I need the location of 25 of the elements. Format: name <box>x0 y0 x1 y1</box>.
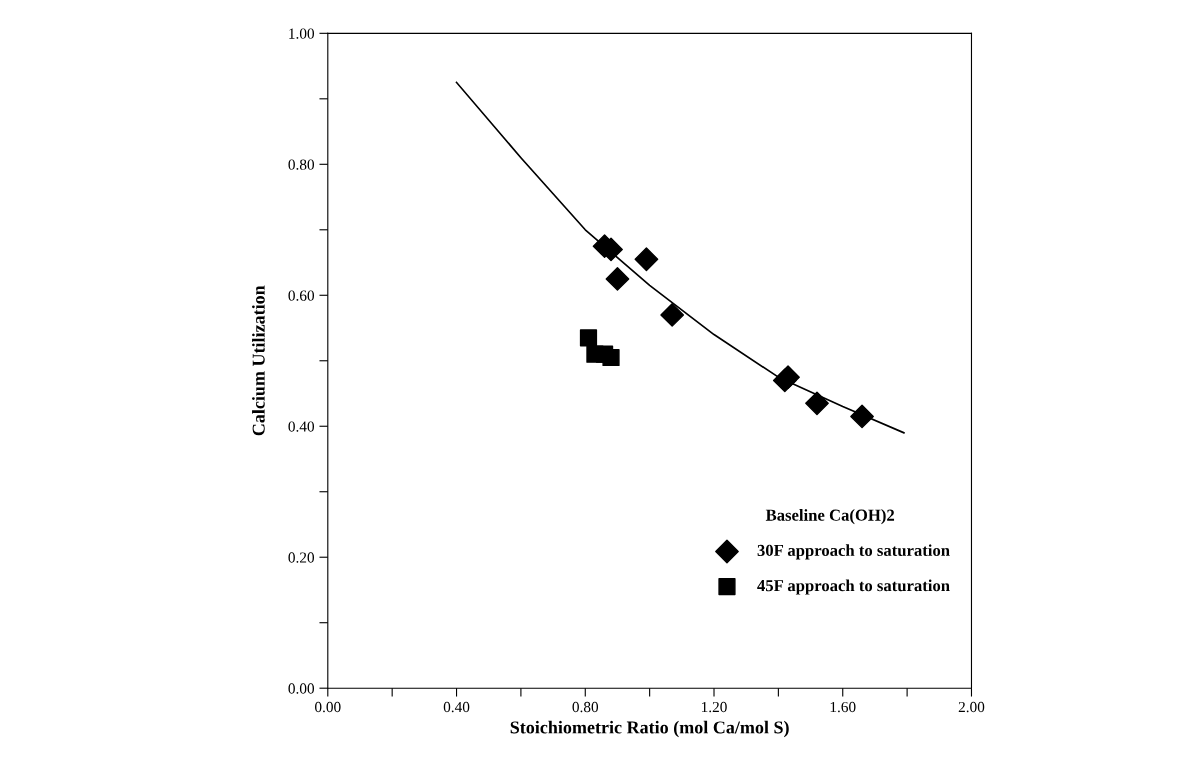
x-axis-title: Stoichiometric Ratio (mol Ca/mol S) <box>510 720 789 738</box>
y-tick-label: 0.00 <box>288 683 315 694</box>
x-tick-label: 0.40 <box>443 701 470 713</box>
y-tick-label: 0.60 <box>288 290 315 301</box>
x-tick-label: 2.00 <box>958 701 985 713</box>
x-tick-label: 1.20 <box>701 701 727 713</box>
legend-label: 30F approach to saturation <box>757 544 950 560</box>
point <box>602 348 620 367</box>
y-axis-title: Calcium Utilization <box>252 285 265 436</box>
y-tick-label: 0.20 <box>288 552 315 563</box>
x-tick-label: 0.80 <box>572 701 599 713</box>
point <box>634 247 659 272</box>
point <box>850 404 874 429</box>
y-tick-label: 1.00 <box>289 28 315 39</box>
x-tick-label: 0.00 <box>315 701 341 713</box>
x-tick-label: 1.60 <box>830 701 856 713</box>
point <box>605 267 630 291</box>
legend-title: Baseline Ca(OH)2 <box>765 509 895 525</box>
y-tick-label: 0.40 <box>288 421 315 432</box>
legend-label: 45F approach to saturation <box>757 579 950 595</box>
point <box>805 391 829 416</box>
point <box>660 303 685 327</box>
line-series <box>455 81 905 434</box>
point <box>579 329 598 347</box>
y-tick-label: 0.80 <box>288 159 315 170</box>
